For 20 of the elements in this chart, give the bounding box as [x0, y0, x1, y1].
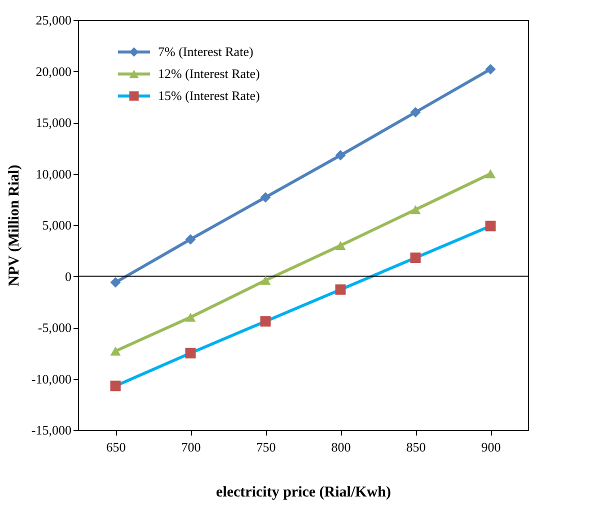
- y-axis-title: NPV (Million Rial): [6, 164, 22, 286]
- y-tick-label: -15,000: [31, 422, 72, 438]
- y-tick-label: 15,000: [36, 115, 72, 130]
- y-tick-label: 10,000: [36, 166, 72, 182]
- y-tick-label: -10,000: [31, 371, 72, 386]
- x-tick-label: 750: [256, 440, 276, 454]
- legend-label: 12% (Interest Rate): [158, 66, 260, 81]
- y-tick-label: -5,000: [38, 320, 72, 335]
- x-tick-label: 850: [406, 440, 426, 454]
- y-tick-label: 20,000: [36, 64, 72, 79]
- y-tick-label: 25,000: [36, 12, 72, 28]
- y-tick-label: 0: [65, 268, 72, 284]
- x-tick-label: 650: [106, 440, 126, 454]
- legend-label: 7% (Interest Rate): [158, 44, 254, 59]
- y-tick-label: 5,000: [42, 218, 72, 232]
- x-tick-label: 900: [481, 440, 501, 454]
- x-tick-label: 800: [331, 440, 351, 454]
- x-tick-label: 700: [181, 440, 201, 454]
- legend-label: 15% (Interest Rate): [158, 88, 260, 103]
- x-axis-title: electricity price (Rial/Kwh): [216, 484, 391, 500]
